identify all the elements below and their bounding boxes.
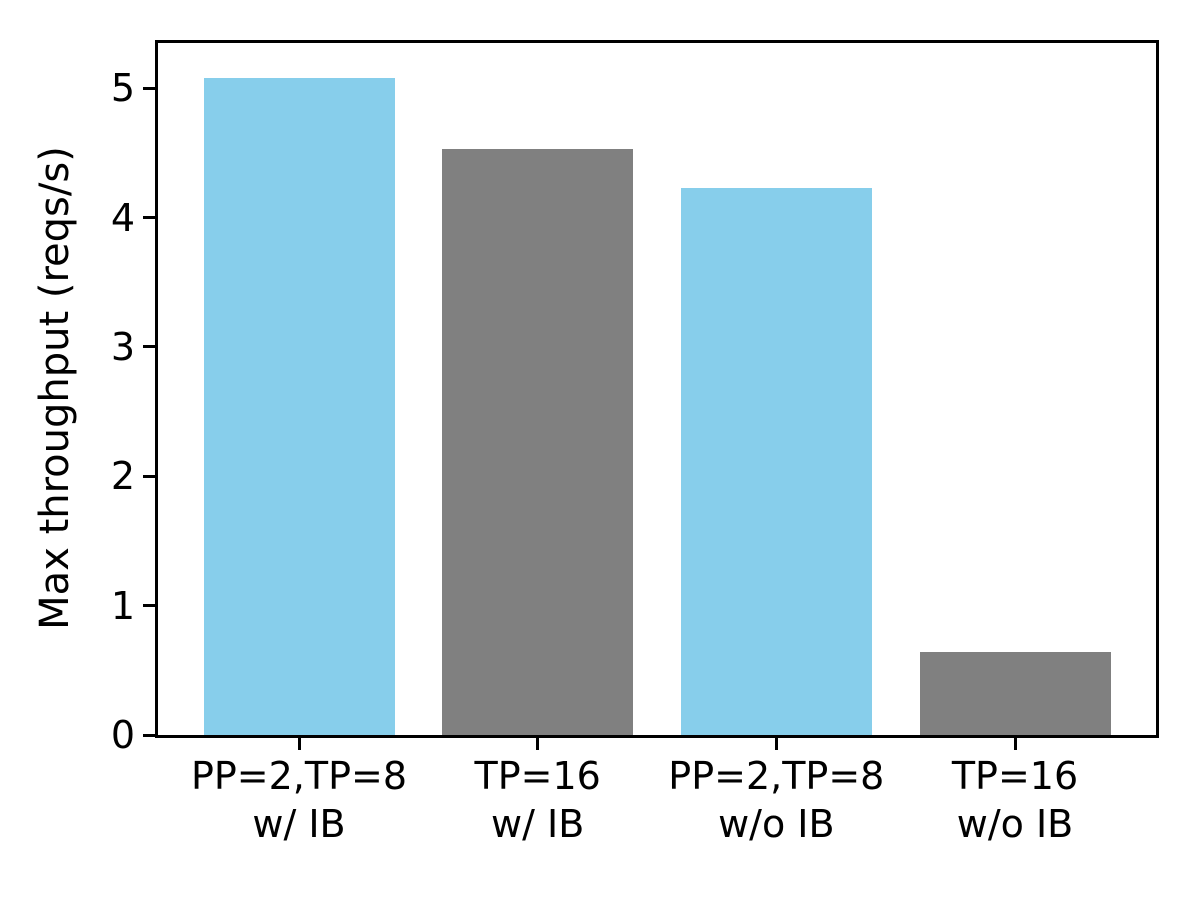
y-tick-label: 4 [110,195,135,240]
x-tick-label: PP=2,TP=8 w/o IB [668,752,884,848]
y-tick-label: 1 [110,583,135,628]
x-tick-label-line: w/o IB [718,802,835,846]
x-tick-label: TP=16 w/ IB [474,752,600,848]
y-tick-mark [143,733,155,737]
x-tick-label-line: PP=2,TP=8 [668,754,885,798]
y-tick-mark [143,216,155,220]
x-tick-label-line: TP=16 [474,754,601,798]
x-tick-label-line: w/o IB [956,802,1074,846]
y-tick-label: 3 [110,324,135,369]
x-tick-label-line: PP=2,TP=8 [190,754,408,798]
x-tick-label: PP=2,TP=8 w/ IB [191,752,407,848]
x-tick-mark [297,738,301,750]
x-tick-mark [1013,738,1017,750]
x-tick-label: TP=16 w/o IB [952,752,1078,848]
x-tick-label-line: w/ IB [252,802,346,846]
bar [919,652,1111,735]
bar [203,77,395,735]
y-tick-mark [143,604,155,608]
bar [680,187,872,735]
y-tick-mark [143,474,155,478]
y-tick-label: 2 [110,454,135,499]
bar [442,149,634,735]
y-axis-label: Max throughput (reqs/s) [32,146,78,630]
y-tick-label: 0 [110,713,135,757]
x-tick-mark [774,738,778,750]
y-tick-mark [143,345,155,349]
x-tick-label-line: TP=16 [951,754,1079,798]
x-tick-label-line: w/ IB [491,802,585,846]
x-tick-mark [536,738,540,750]
y-tick-mark [143,86,155,90]
y-tick-label: 5 [110,66,135,111]
